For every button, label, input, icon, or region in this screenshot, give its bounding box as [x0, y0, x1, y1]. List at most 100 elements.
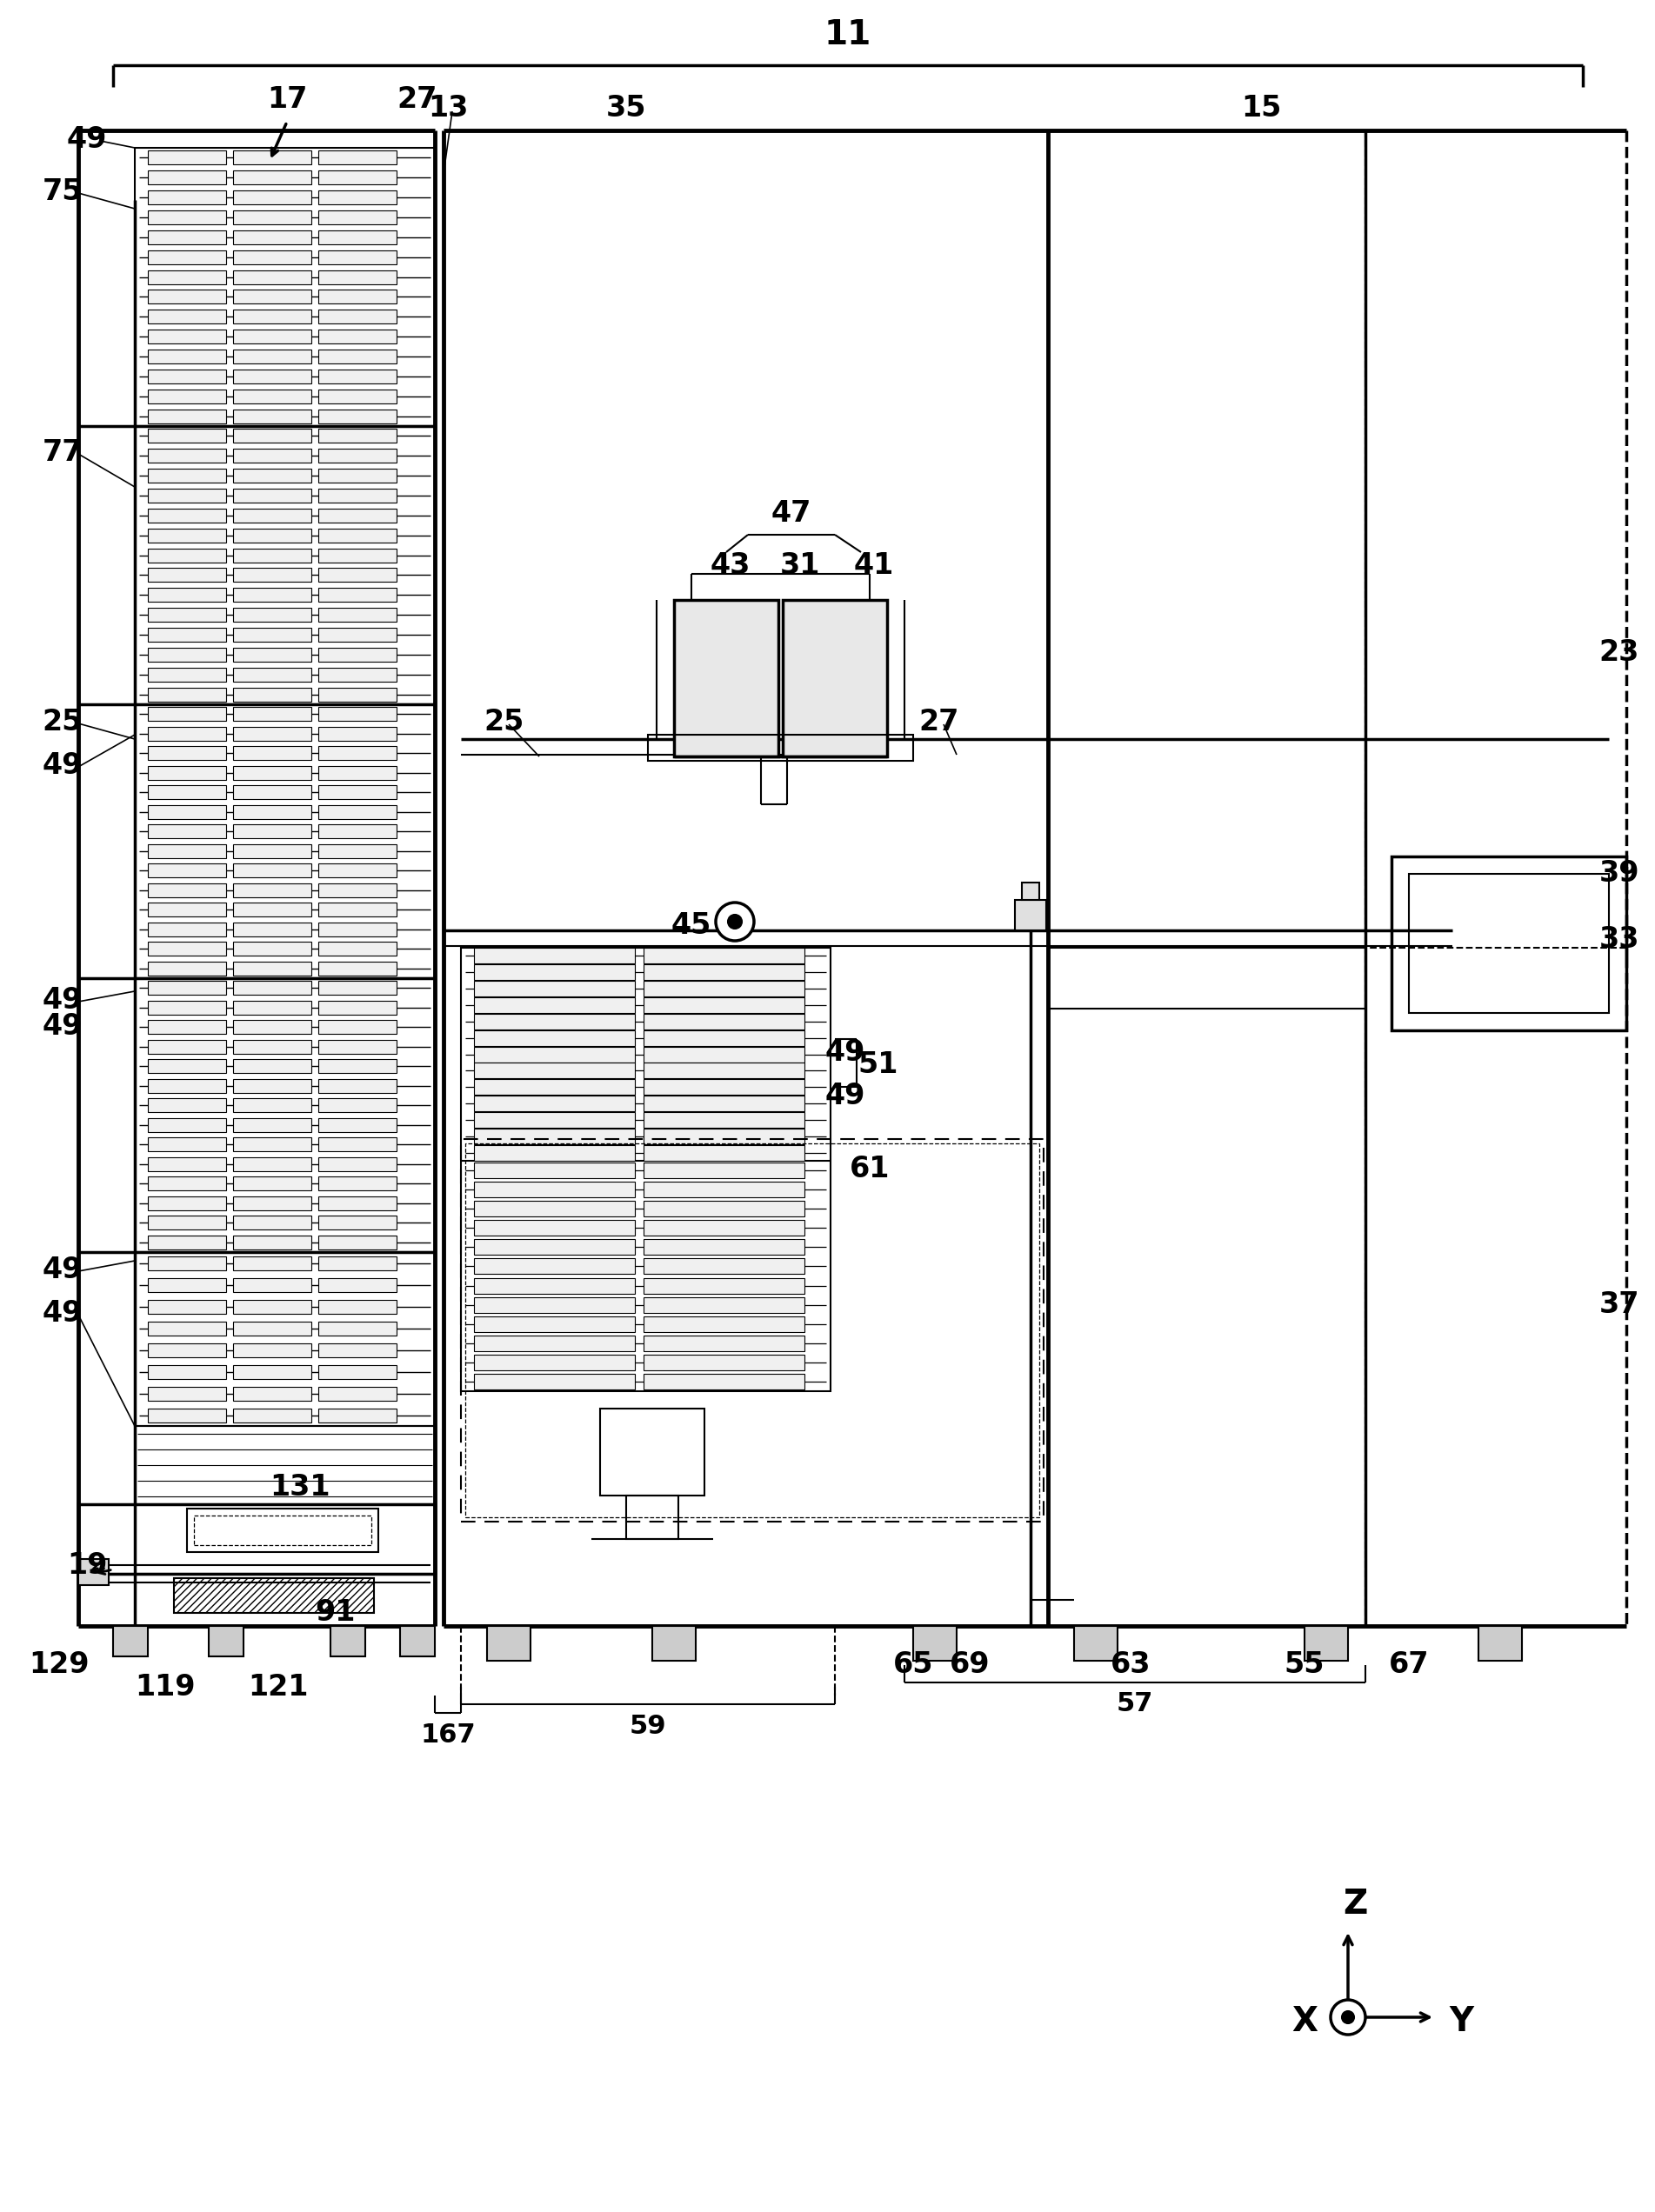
Bar	[401, 1626, 435, 1657]
Bar	[147, 1040, 227, 1053]
Bar	[465, 1144, 1039, 1517]
Bar	[147, 1234, 227, 1250]
Text: 47: 47	[771, 498, 811, 526]
Bar	[652, 1626, 695, 1661]
Text: 17: 17	[266, 86, 308, 115]
Text: 49: 49	[43, 1298, 83, 1327]
Text: 63: 63	[1111, 1650, 1150, 1679]
Bar	[626, 1495, 679, 1540]
Text: 13: 13	[427, 95, 468, 124]
Text: 65: 65	[894, 1650, 933, 1679]
Bar	[233, 1217, 311, 1230]
Text: 11: 11	[824, 18, 872, 51]
Bar	[318, 150, 397, 164]
Bar	[147, 529, 227, 542]
Bar	[473, 1046, 636, 1062]
Bar	[233, 190, 311, 204]
Bar	[318, 190, 397, 204]
Circle shape	[1342, 2011, 1354, 2024]
Bar	[473, 1146, 636, 1161]
Bar	[462, 1139, 1044, 1522]
Bar	[473, 964, 636, 980]
Bar	[147, 902, 227, 916]
Bar	[644, 998, 804, 1013]
Bar	[783, 599, 887, 757]
Text: 37: 37	[1599, 1290, 1640, 1318]
Bar	[147, 1137, 227, 1152]
Text: 23: 23	[1599, 637, 1640, 666]
Bar	[601, 1409, 705, 1495]
Bar	[318, 1234, 397, 1250]
Bar	[318, 902, 397, 916]
Bar	[147, 1020, 227, 1033]
Text: 51: 51	[859, 1051, 899, 1079]
Bar	[147, 962, 227, 975]
Bar	[147, 863, 227, 878]
Bar	[233, 1409, 311, 1422]
Bar	[462, 947, 831, 1391]
Bar	[644, 1279, 804, 1294]
Bar	[318, 1321, 397, 1336]
Bar	[473, 1079, 636, 1095]
Bar	[147, 980, 227, 995]
Bar	[233, 230, 311, 243]
Bar	[318, 1079, 397, 1093]
Text: 49: 49	[66, 124, 108, 153]
Bar	[233, 1137, 311, 1152]
Bar	[1021, 883, 1039, 900]
Bar	[147, 549, 227, 562]
Text: 61: 61	[849, 1155, 890, 1183]
Bar	[147, 1060, 227, 1073]
Bar	[233, 1197, 311, 1210]
Bar	[147, 883, 227, 898]
Text: 167: 167	[420, 1721, 475, 1747]
Bar	[473, 1296, 636, 1312]
Bar	[318, 608, 397, 622]
Bar	[147, 588, 227, 602]
Bar	[318, 210, 397, 223]
Bar	[318, 170, 397, 184]
Bar	[318, 863, 397, 878]
Bar	[147, 230, 227, 243]
Bar	[318, 230, 397, 243]
Bar	[644, 964, 804, 980]
Bar	[147, 825, 227, 838]
Bar	[233, 150, 311, 164]
Bar	[147, 728, 227, 741]
Circle shape	[1331, 2000, 1365, 2035]
Bar	[113, 1626, 147, 1657]
Bar	[147, 668, 227, 681]
Text: 121: 121	[248, 1672, 308, 1701]
Bar	[318, 1298, 397, 1314]
Bar	[233, 429, 311, 442]
Bar	[147, 349, 227, 363]
Bar	[318, 270, 397, 283]
Bar	[1478, 1626, 1523, 1661]
Bar	[318, 529, 397, 542]
Bar	[644, 1239, 804, 1254]
Text: X: X	[1291, 2004, 1317, 2037]
Text: 49: 49	[826, 1037, 866, 1066]
Bar	[233, 728, 311, 741]
Bar	[147, 389, 227, 403]
Bar	[644, 1146, 804, 1161]
Bar	[473, 1259, 636, 1274]
Bar	[233, 1256, 311, 1270]
Bar	[233, 922, 311, 936]
Bar	[644, 1013, 804, 1029]
Bar	[318, 429, 397, 442]
Text: 35: 35	[606, 95, 647, 124]
Bar	[318, 922, 397, 936]
Bar	[318, 1177, 397, 1190]
Bar	[147, 708, 227, 721]
Bar	[644, 1316, 804, 1332]
Bar	[147, 1217, 227, 1230]
Bar	[147, 805, 227, 818]
Text: 45: 45	[672, 911, 712, 940]
Bar	[233, 942, 311, 956]
Text: 69: 69	[950, 1650, 990, 1679]
Bar	[147, 1387, 227, 1400]
Bar	[644, 1046, 804, 1062]
Bar	[233, 1343, 311, 1356]
Bar	[644, 949, 804, 964]
